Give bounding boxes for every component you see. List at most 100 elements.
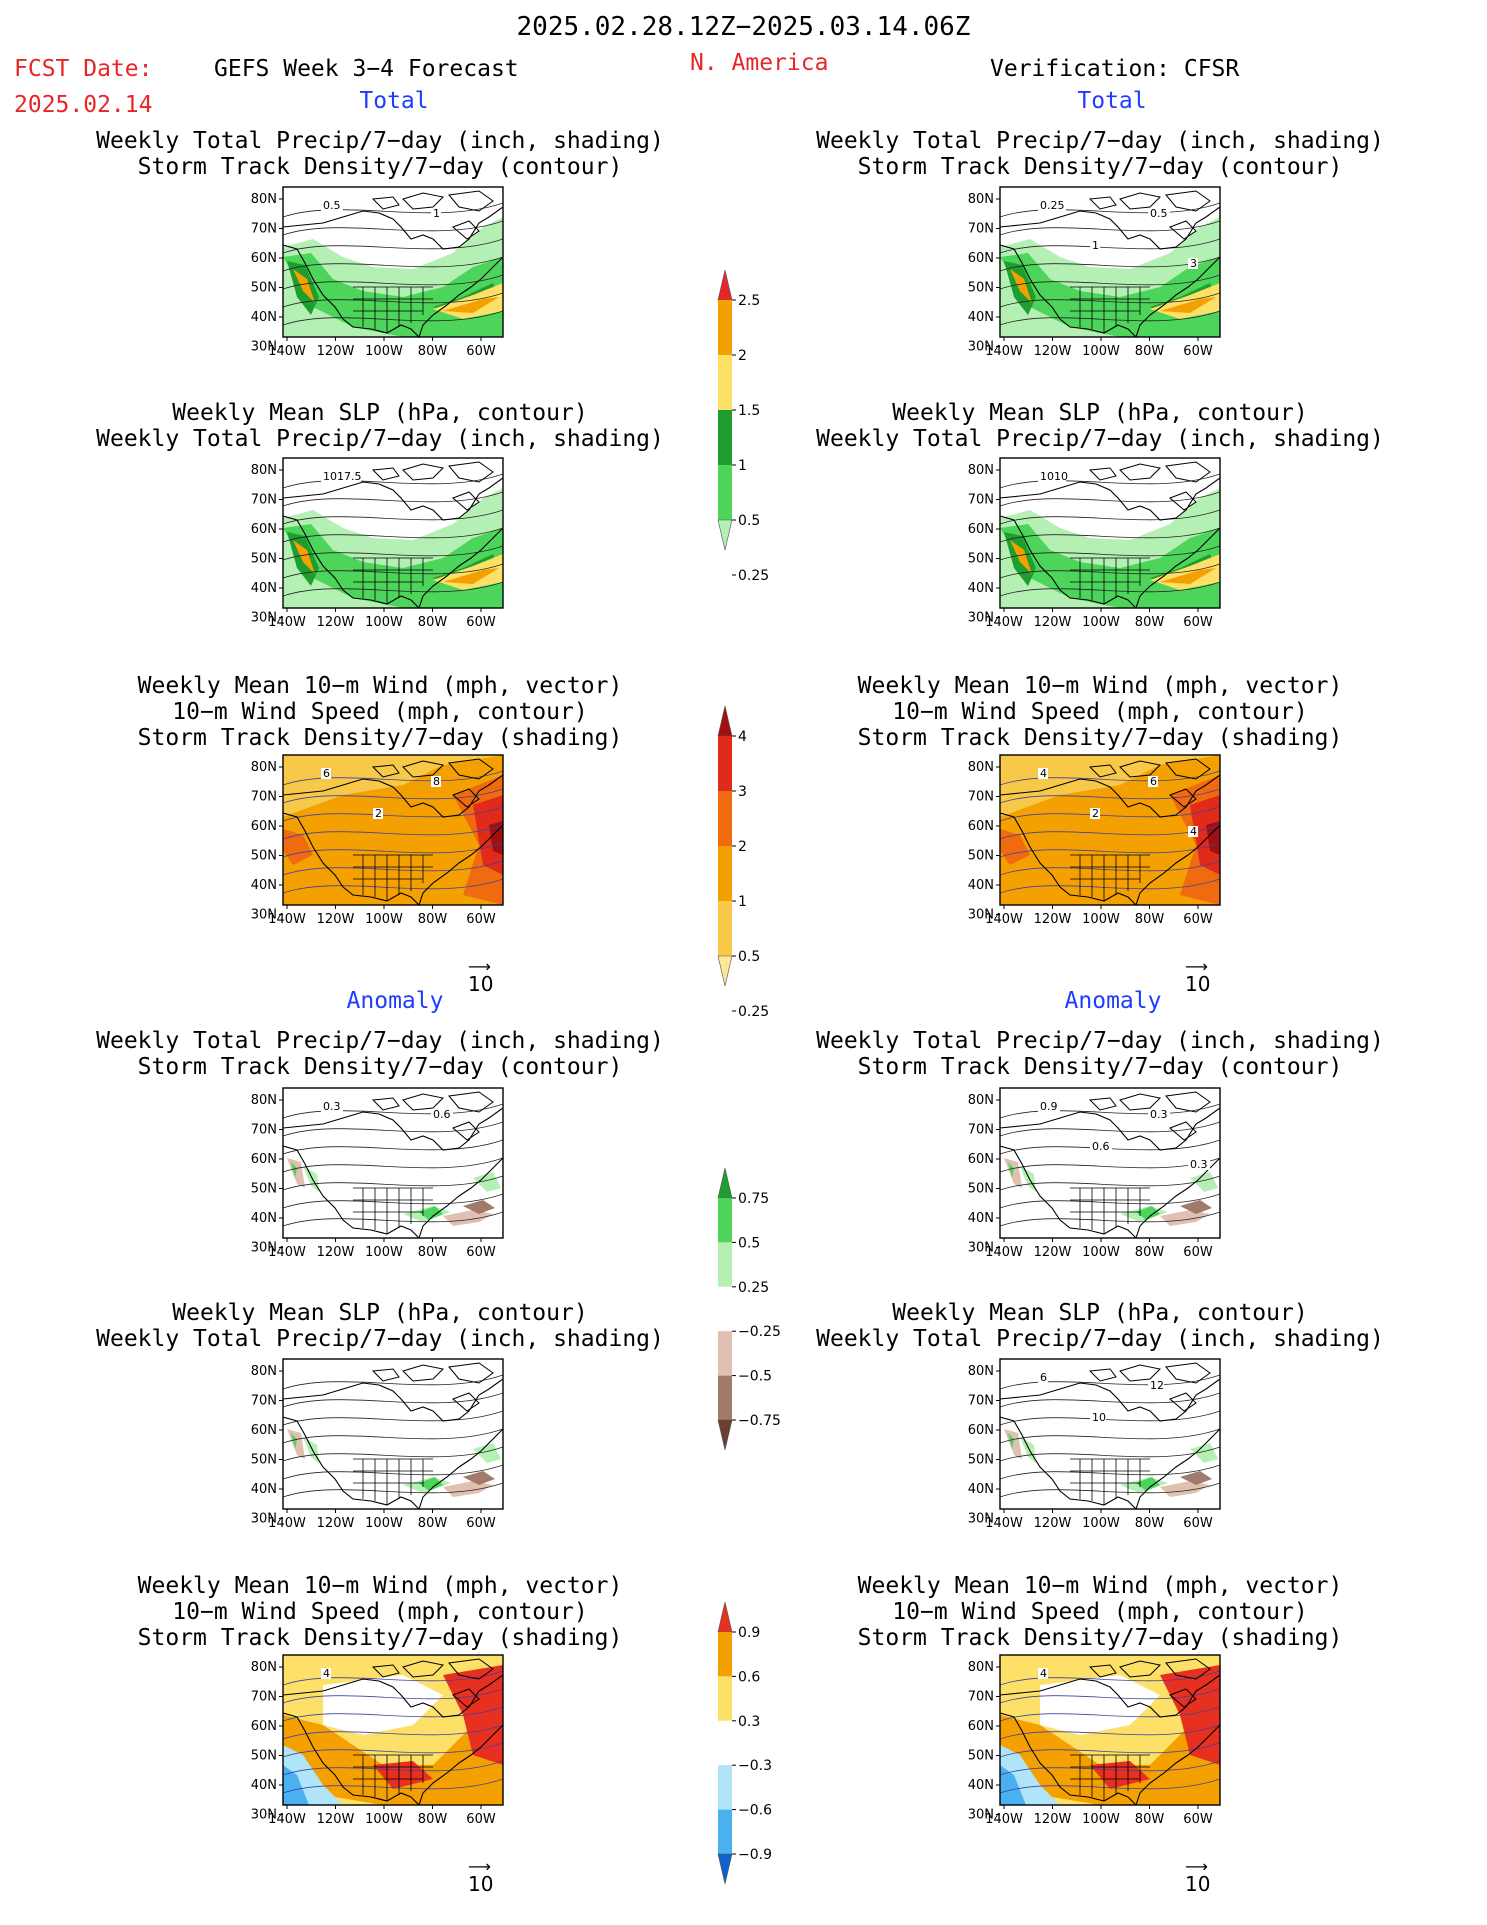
island-outline (452, 1392, 480, 1412)
contour-line (283, 509, 503, 525)
lat-label: 60N (968, 1423, 994, 1438)
state-borders (353, 1458, 433, 1505)
contour-label-bg (1038, 200, 1066, 211)
contour-line (283, 1446, 503, 1462)
lat-label: 50N (251, 552, 277, 567)
coastline (283, 477, 503, 608)
island-outline (448, 1091, 494, 1113)
lat-label: 40N (251, 310, 277, 325)
island-outline (448, 1362, 494, 1384)
contour-line (1000, 1193, 1220, 1209)
lat-label: 70N (968, 1690, 994, 1705)
lat-label: 60N (251, 1152, 277, 1167)
lon-label: 120W (1034, 615, 1072, 630)
lat-label: 40N (968, 878, 994, 893)
coastline (283, 206, 503, 337)
lat-label: 30N (968, 1808, 994, 1823)
map-right-total-precip: 0.25 0.5 1 3 80N 70N 60N 50N 40N 30N 140W 120W 100W 8… (968, 186, 1221, 359)
map-right-anom-slp: 6 12 10 80N 70N 60N 50N 40N 30N 140W 120W 100W 80W 60… (968, 1358, 1221, 1531)
colorbar-segment (718, 1242, 732, 1287)
lon-label: 80W (418, 615, 448, 630)
contour-label: 4 (1040, 1667, 1047, 1680)
contour-label-bg (1188, 1159, 1210, 1170)
colorbar-label: 0.25 (738, 568, 769, 584)
colorbar-label: 2 (738, 348, 747, 364)
island-outline (1088, 196, 1117, 210)
lat-label: 80N (251, 1364, 277, 1379)
lat-label: 70N (251, 790, 277, 805)
contour-line (283, 1778, 503, 1794)
lat-label: 40N (968, 1482, 994, 1497)
lon-label: 120W (1034, 912, 1072, 927)
shading-region (1180, 1471, 1212, 1485)
island-outline (1169, 220, 1197, 240)
colorbar-label: 1.5 (738, 403, 760, 419)
contour-label: 0.3 (323, 1100, 341, 1113)
lat-label: 30N (251, 1808, 277, 1823)
colorbar-segment (718, 791, 732, 846)
contour-label: 0.6 (433, 1108, 451, 1121)
title-left-total-precip: Weekly Total Precip/7−day (inch, shading… (96, 128, 664, 180)
colorbar-segment (717, 519, 733, 551)
contour-label-bg (1148, 776, 1158, 787)
colorbar-segment (717, 1167, 733, 1199)
section-total-left: Total (359, 88, 429, 114)
contour-label-bg (1148, 208, 1170, 219)
contour-label: 1 (1092, 239, 1099, 252)
lat-label: 60N (968, 251, 994, 266)
lon-label: 140W (268, 344, 306, 359)
colorbar-label: 0.5 (738, 949, 760, 965)
lon-label: 120W (1034, 344, 1072, 359)
contour-line (1000, 1482, 1220, 1498)
contour-label: 4 (1190, 825, 1197, 838)
title-right-total-slp: Weekly Mean SLP (hPa, contour) Weekly Tot… (816, 400, 1384, 452)
map-left-total-wind: 6 8 2 80N 70N 60N 50N 40N 30N 140W 120W 100W 80W 60W (251, 754, 504, 927)
shading-region (1004, 532, 1214, 586)
contour-line (283, 1175, 503, 1191)
lat-label: 70N (968, 222, 994, 237)
colorbar-precip-total: 2.5 2 1.5 1 0.5 0.25 (717, 269, 808, 584)
title-right-anom-slp: Weekly Mean SLP (hPa, contour) Weekly Tot… (816, 1300, 1384, 1352)
vector-ref-right-anom: ⟶ 10 (1185, 1857, 1211, 1897)
lat-label: 80N (251, 463, 277, 478)
lon-label: 140W (985, 912, 1023, 927)
lat-label: 60N (251, 1719, 277, 1734)
contour-label-bg (321, 471, 361, 482)
map-left-anom-precip: 0.3 0.6 80N 70N 60N 50N 40N 30N 140W 120W 100W 80W 6… (251, 1087, 504, 1260)
lat-label: 40N (251, 581, 277, 596)
lon-label: 140W (985, 344, 1023, 359)
contour-label-bg (1038, 471, 1066, 482)
contour-label-bg (431, 776, 441, 787)
contour-line (1000, 770, 1220, 786)
island-outline (452, 491, 480, 511)
colorbar-label: −0.75 (738, 1413, 781, 1429)
map-frame (282, 754, 504, 906)
shading-region (293, 540, 499, 584)
section-anomaly-right: Anomaly (1064, 988, 1162, 1014)
map-frame (999, 457, 1221, 609)
lon-label: 140W (985, 1516, 1023, 1531)
shading-region (373, 1665, 503, 1789)
contour-label: 12 (1150, 1379, 1164, 1392)
lon-label: 100W (1082, 1516, 1120, 1531)
shading-region (283, 775, 503, 905)
vector-ref-right-total: ⟶ 10 (1185, 957, 1211, 997)
contour-line (1000, 292, 1220, 308)
region-title: N. America (690, 50, 829, 76)
lon-label: 140W (268, 615, 306, 630)
contour-line (1000, 1103, 1220, 1119)
island-outline (371, 1368, 400, 1382)
island-outline (452, 220, 480, 240)
lat-label: 50N (968, 552, 994, 567)
contour-line (283, 1742, 503, 1758)
colorbar-segment (718, 1198, 732, 1243)
lon-label: 60W (1183, 912, 1213, 927)
colorbar-segment (718, 901, 732, 956)
lat-label: 80N (251, 1093, 277, 1108)
island-outline (452, 1121, 480, 1141)
lon-label: 100W (365, 1812, 403, 1827)
lat-label: 40N (251, 1778, 277, 1793)
contour-line (283, 1482, 503, 1498)
